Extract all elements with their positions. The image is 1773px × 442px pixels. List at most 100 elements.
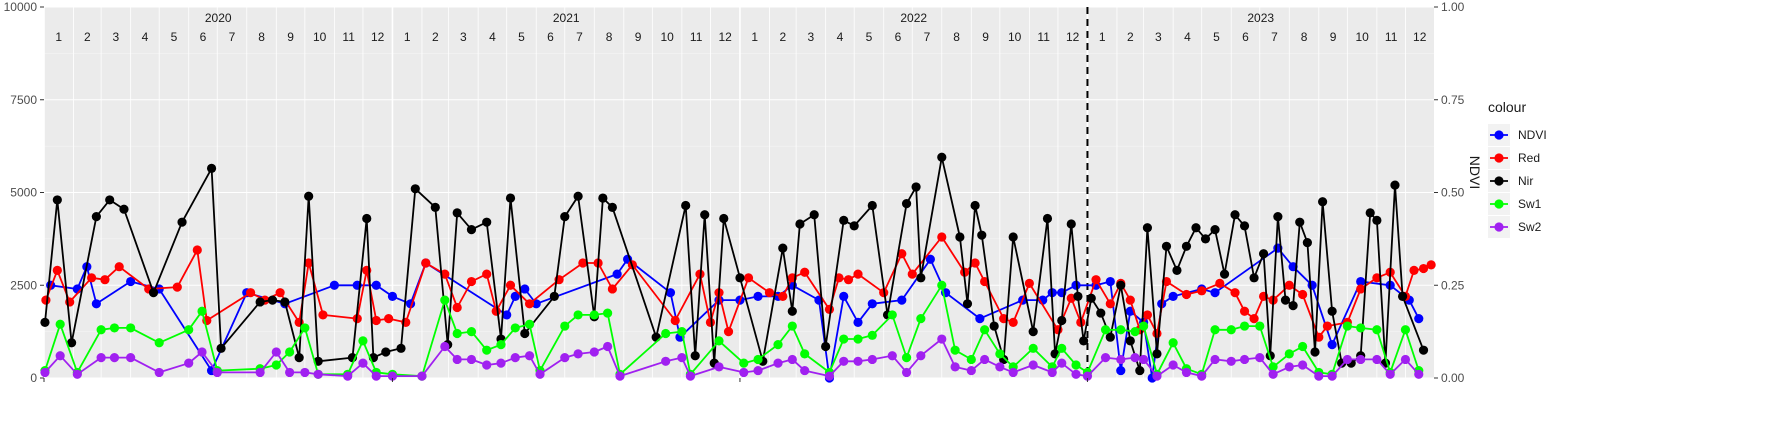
month-label: 10 xyxy=(660,30,674,44)
data-point-sw2 xyxy=(1414,369,1424,379)
data-point-sw2 xyxy=(358,358,368,368)
data-point-nir xyxy=(1295,217,1305,227)
data-point-nir xyxy=(1230,210,1240,220)
data-point-nir xyxy=(177,217,187,227)
data-point-sw1 xyxy=(184,325,194,335)
data-point-sw2 xyxy=(1139,354,1149,365)
data-point-nir xyxy=(40,317,50,327)
data-point-sw2 xyxy=(1342,354,1352,365)
data-point-sw2 xyxy=(1226,356,1236,366)
data-point-nir xyxy=(809,210,819,220)
data-point-sw2 xyxy=(72,369,82,379)
data-point-nir xyxy=(482,217,492,227)
data-point-nir xyxy=(916,273,926,283)
data-point-red xyxy=(1105,299,1115,309)
data-point-sw2 xyxy=(1197,371,1207,381)
data-point-ndvi xyxy=(665,288,676,298)
data-point-sw2 xyxy=(677,352,687,363)
data-point-sw2 xyxy=(1082,371,1093,381)
data-point-sw1 xyxy=(995,349,1005,359)
legend-item-nir: Nir xyxy=(1488,170,1533,192)
data-point-nir xyxy=(1418,345,1429,355)
data-point-sw2 xyxy=(496,358,506,368)
series-line-nir xyxy=(44,156,1425,372)
legend: colour NDVI Red Nir Sw1 Sw2 xyxy=(1488,99,1547,238)
data-point-sw1 xyxy=(96,325,106,335)
data-point-nir xyxy=(1152,349,1162,359)
month-label: 11 xyxy=(1037,30,1050,44)
data-point-sw1 xyxy=(496,340,506,350)
legend-item-sw1: Sw1 xyxy=(1488,193,1542,215)
data-point-nir xyxy=(1273,212,1283,222)
data-point-nir xyxy=(1390,180,1400,190)
data-point-sw2 xyxy=(417,371,427,381)
month-label: 9 xyxy=(1330,30,1337,44)
data-point-sw1 xyxy=(560,321,570,331)
data-point-sw2 xyxy=(1400,354,1411,365)
data-point-sw1 xyxy=(1400,325,1411,335)
data-point-sw2 xyxy=(995,362,1005,372)
data-point-red xyxy=(1152,328,1162,339)
data-point-red xyxy=(192,245,202,255)
legend-key-point xyxy=(1494,130,1504,140)
data-point-ndvi xyxy=(897,295,907,305)
data-point-sw1 xyxy=(358,336,368,346)
data-point-nir xyxy=(1327,306,1337,316)
data-point-sw1 xyxy=(867,330,877,340)
data-point-sw1 xyxy=(1028,343,1038,353)
data-point-red xyxy=(607,284,617,294)
data-point-red xyxy=(440,269,450,279)
data-point-sw2 xyxy=(739,367,749,378)
data-point-sw1 xyxy=(1100,325,1111,335)
legend-key-point xyxy=(1494,153,1504,163)
data-point-red xyxy=(764,288,775,298)
month-label: 11 xyxy=(342,30,355,44)
data-point-red xyxy=(1181,289,1192,300)
legend-key-point xyxy=(1494,222,1504,232)
data-point-sw2 xyxy=(937,334,947,344)
data-point-sw1 xyxy=(271,360,281,370)
data-point-sw1 xyxy=(1057,343,1067,353)
data-point-sw2 xyxy=(1356,354,1366,365)
data-point-sw2 xyxy=(40,367,50,378)
month-label: 12 xyxy=(1066,30,1080,44)
month-label: 9 xyxy=(287,30,294,44)
data-point-ndvi xyxy=(510,291,520,301)
data-point-red xyxy=(1239,306,1250,316)
data-point-sw2 xyxy=(589,347,599,357)
data-point-sw2 xyxy=(603,341,613,352)
data-point-sw2 xyxy=(387,371,398,381)
data-point-red xyxy=(1230,288,1240,298)
data-point-red xyxy=(937,232,947,242)
data-point-sw2 xyxy=(1071,369,1081,379)
month-label: 2 xyxy=(1127,30,1134,44)
data-point-sw1 xyxy=(739,358,749,368)
data-point-sw2 xyxy=(313,369,323,379)
data-point-nir xyxy=(1288,301,1298,311)
data-point-sw1 xyxy=(1298,341,1308,352)
data-point-sw2 xyxy=(1028,360,1038,370)
data-point-ndvi xyxy=(1307,280,1317,290)
data-point-red xyxy=(907,269,917,279)
month-label: 9 xyxy=(982,30,989,44)
data-point-red xyxy=(705,317,716,327)
data-point-nir xyxy=(280,297,290,307)
month-label: 10 xyxy=(313,30,327,44)
data-point-sw2 xyxy=(824,371,835,381)
data-point-ndvi xyxy=(853,317,863,327)
data-point-sw1 xyxy=(1255,321,1265,331)
data-point-red xyxy=(275,288,285,298)
data-point-sw2 xyxy=(1168,360,1178,370)
year-label: 2023 xyxy=(1247,11,1274,25)
data-point-red xyxy=(1322,321,1332,331)
data-point-red xyxy=(970,258,980,268)
data-point-nir xyxy=(381,347,391,357)
month-label: 10 xyxy=(1008,30,1022,44)
data-point-sw2 xyxy=(271,347,281,357)
data-point-sw1 xyxy=(109,323,120,333)
data-point-nir xyxy=(955,232,965,242)
data-point-nir xyxy=(1172,265,1182,276)
month-label: 9 xyxy=(635,30,642,44)
y-tick-label-right: 0.00 xyxy=(1441,371,1465,385)
data-point-sw2 xyxy=(1116,354,1126,365)
